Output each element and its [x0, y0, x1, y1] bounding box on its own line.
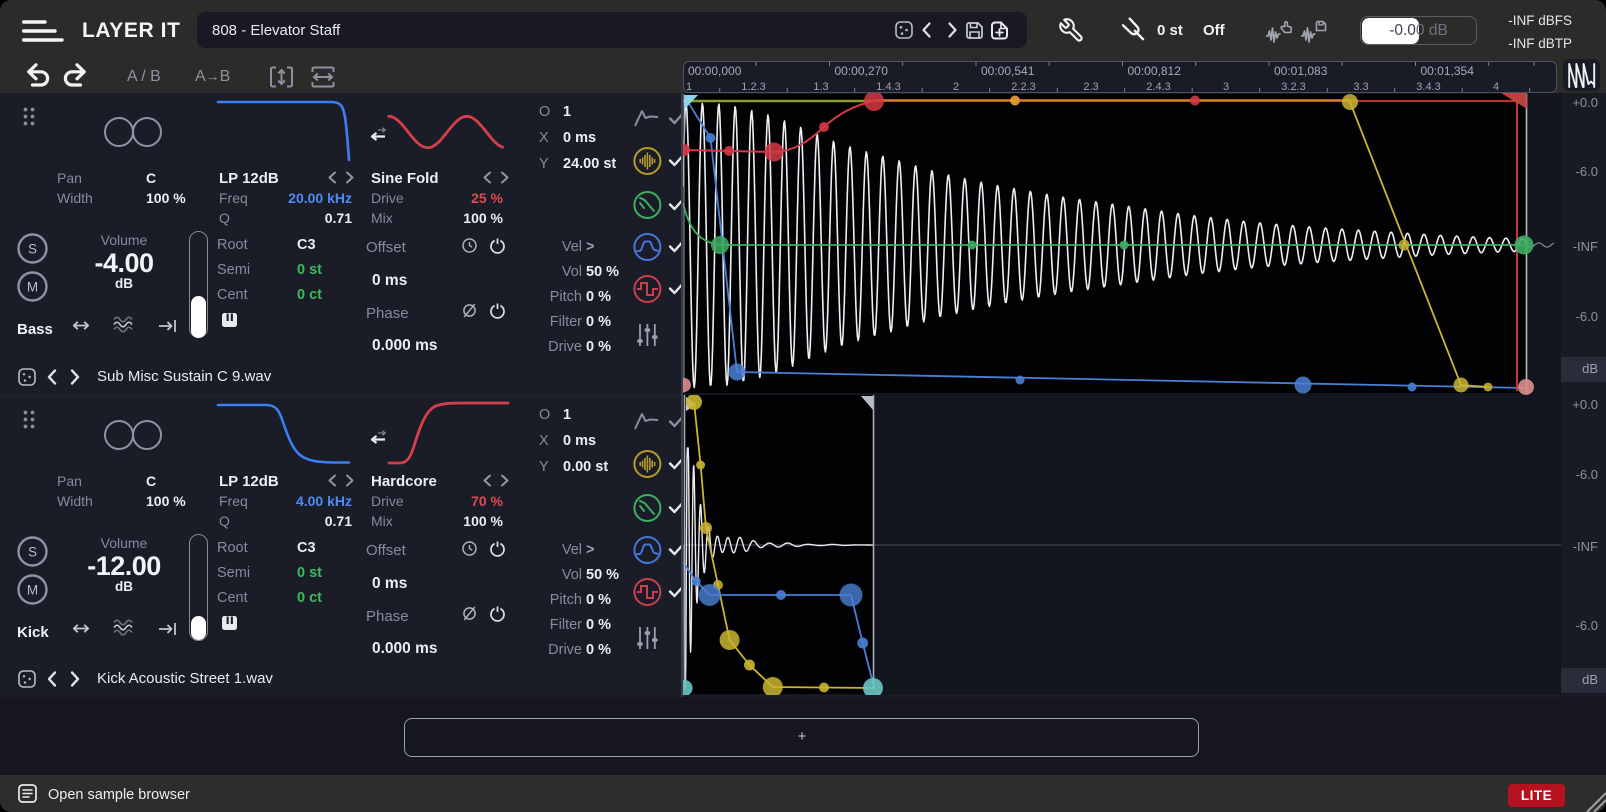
svg-text:2: 2: [953, 81, 959, 93]
svg-text:M: M: [27, 280, 38, 295]
svg-text:1.3: 1.3: [813, 81, 828, 93]
svg-text:3.4.3: 3.4.3: [1416, 81, 1440, 93]
svg-text:00:00,541: 00:00,541: [981, 64, 1035, 78]
svg-text:4: 4: [1493, 81, 1499, 93]
svg-text:00:00,812: 00:00,812: [1128, 64, 1182, 78]
svg-text:00:01,083: 00:01,083: [1274, 64, 1328, 78]
svg-text:00:00,270: 00:00,270: [835, 64, 889, 78]
svg-text:S: S: [28, 242, 37, 257]
svg-text:3.3: 3.3: [1353, 81, 1368, 93]
svg-text:M: M: [27, 583, 38, 598]
svg-text:00:01,354: 00:01,354: [1421, 64, 1475, 78]
svg-text:S: S: [28, 545, 37, 560]
svg-text:1.2.3: 1.2.3: [741, 81, 765, 93]
svg-text:2.4.3: 2.4.3: [1146, 81, 1170, 93]
svg-text:1.4.3: 1.4.3: [876, 81, 900, 93]
svg-text:00:00,000: 00:00,000: [688, 64, 742, 78]
svg-text:3.2.3: 3.2.3: [1281, 81, 1305, 93]
svg-text:2.3: 2.3: [1083, 81, 1098, 93]
svg-text:1: 1: [686, 81, 692, 93]
svg-text:3: 3: [1223, 81, 1229, 93]
svg-text:2.2.3: 2.2.3: [1011, 81, 1035, 93]
